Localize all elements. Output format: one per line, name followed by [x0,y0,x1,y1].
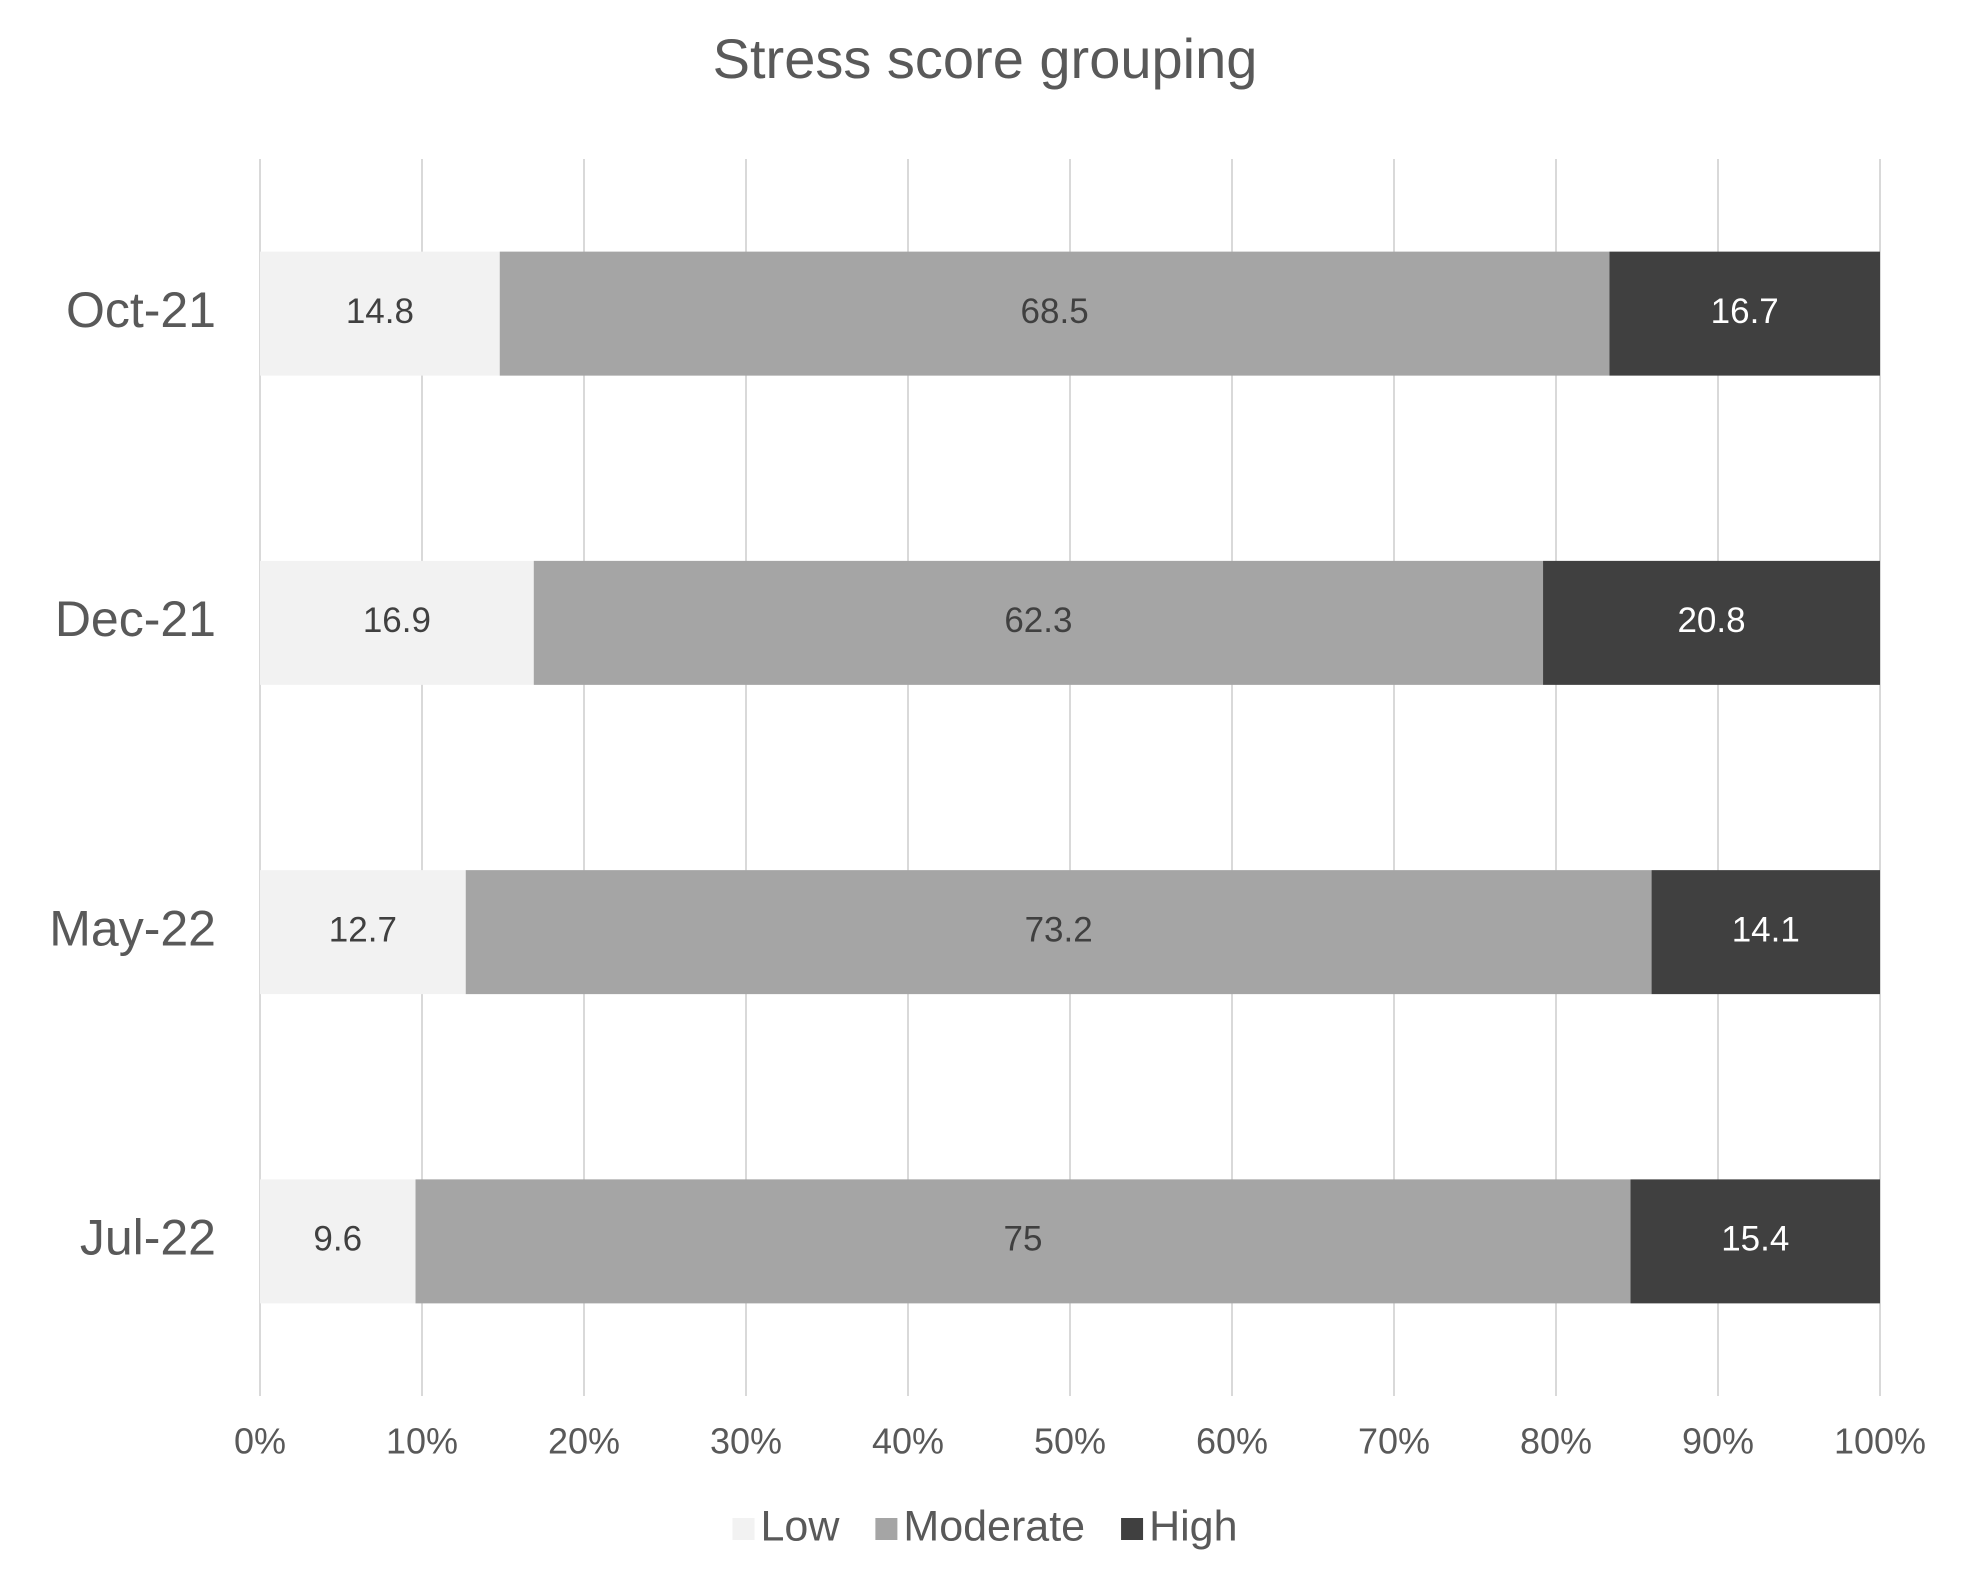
legend-label: Low [761,1502,841,1550]
bar-segment [260,870,466,995]
x-tick-label: 50% [1034,1421,1106,1462]
y-tick-label: Oct-21 [66,282,216,338]
x-tick-label: 90% [1682,1421,1754,1462]
bar-segment [465,870,1652,995]
x-tick-label: 40% [872,1421,944,1462]
bar-segment [260,251,500,376]
value-label: 20.8 [1677,601,1745,640]
legend-label: Moderate [903,1502,1085,1550]
value-label: 75 [1004,1220,1043,1259]
bar-segment [260,560,534,685]
legend-swatch [732,1518,755,1540]
value-label: 14.1 [1732,910,1800,949]
value-label: 14.8 [346,292,414,331]
bar-segment [533,560,1544,685]
value-label: 12.7 [329,910,397,949]
value-label: 68.5 [1021,292,1089,331]
legend-swatch [875,1518,898,1540]
bar-segment [1609,251,1880,376]
bar-segment [415,1179,1631,1304]
x-tick-label: 10% [386,1421,458,1462]
value-label: 73.2 [1025,910,1093,949]
value-label: 16.9 [363,601,431,640]
x-tick-label: 60% [1196,1421,1268,1462]
x-tick-label: 0% [234,1421,286,1462]
bar-segment [499,251,1610,376]
bar-segment [260,1179,416,1304]
value-label: 15.4 [1721,1220,1789,1259]
value-label: 9.6 [313,1220,362,1259]
chart-title: Stress score grouping [713,27,1258,90]
bar-segment [1630,1179,1880,1304]
y-tick-label: Dec-21 [55,591,216,647]
legend-label: High [1149,1502,1237,1550]
value-label: 62.3 [1004,601,1072,640]
y-tick-label: May-22 [49,900,216,956]
x-tick-label: 80% [1520,1421,1592,1462]
x-tick-label: 30% [710,1421,782,1462]
x-tick-label: 70% [1358,1421,1430,1462]
bar-segment [1651,870,1880,995]
x-tick-label: 20% [548,1421,620,1462]
legend-swatch [1121,1518,1144,1540]
x-tick-label: 100% [1834,1421,1926,1462]
bar-segment [1543,560,1880,685]
value-label: 16.7 [1711,292,1779,331]
y-tick-label: Jul-22 [80,1210,216,1266]
